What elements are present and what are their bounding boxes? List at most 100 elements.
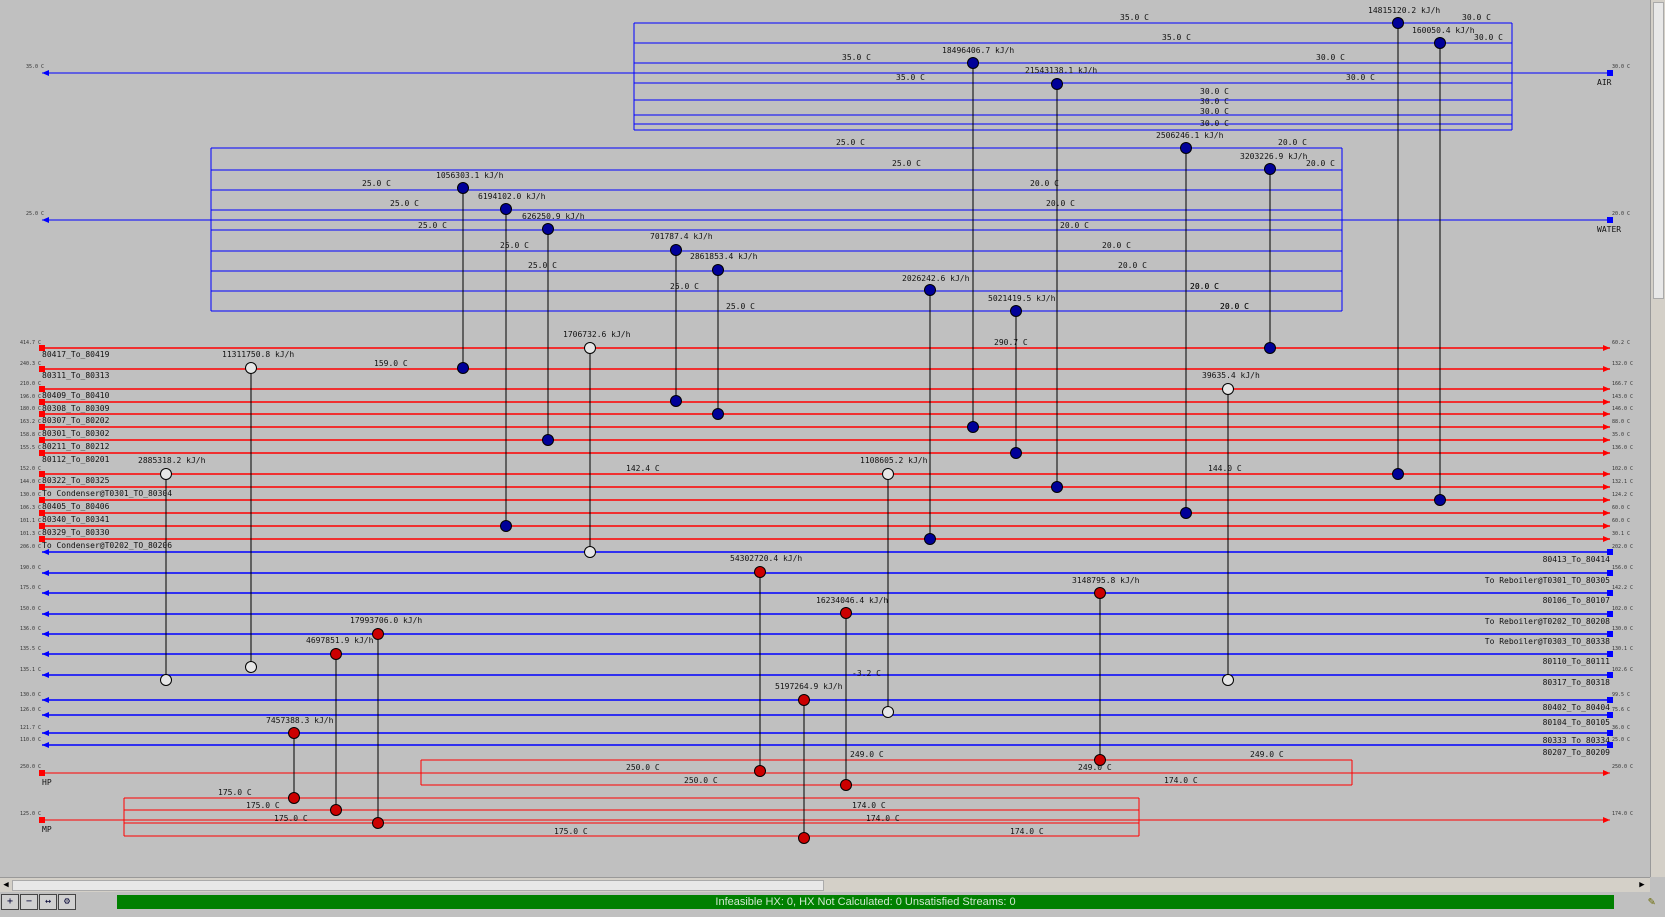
settings-button[interactable]: ⚙ xyxy=(58,894,76,910)
exchanger-node[interactable] xyxy=(1392,468,1404,480)
exchanger-node[interactable] xyxy=(1094,754,1106,766)
stream-left-temp: 144.0 C xyxy=(20,479,41,485)
vertical-scrollbar[interactable] xyxy=(1650,0,1665,877)
stream-right-temp: 136.0 C xyxy=(1612,445,1633,451)
exchanger-node[interactable] xyxy=(1392,17,1404,29)
exchanger-node[interactable] xyxy=(245,362,257,374)
air-branch-temp: 30.0 C xyxy=(1462,13,1491,22)
exchanger-node[interactable] xyxy=(840,607,852,619)
scroll-right-icon[interactable]: ▶ xyxy=(1639,880,1645,890)
hp-branch-temp: 250.0 C xyxy=(684,776,718,785)
exchanger-node[interactable] xyxy=(372,628,384,640)
cold-stream-name: 80106_To_80107 xyxy=(1543,596,1611,605)
horizontal-scrollbar[interactable]: ◀ ▶ xyxy=(0,877,1650,892)
fit-view-button[interactable]: ↔ xyxy=(39,894,57,910)
water-branch-temp: 20.0 C xyxy=(1190,282,1219,291)
arrow-icon xyxy=(42,611,49,617)
mp-branch-temp: 174.0 C xyxy=(1164,776,1198,785)
exchanger-node[interactable] xyxy=(1264,342,1276,354)
stream-left-temp: 175.0 C xyxy=(20,585,41,591)
exchanger-node[interactable] xyxy=(1010,305,1022,317)
exchanger-node[interactable] xyxy=(670,395,682,407)
exchanger-node[interactable] xyxy=(1434,37,1446,49)
water-branch-temp: 20.0 C xyxy=(1220,302,1249,311)
arrow-icon xyxy=(1603,424,1610,430)
mp-branch-temp: 174.0 C xyxy=(1010,827,1044,836)
exchanger-node[interactable] xyxy=(1264,163,1276,175)
exchanger-node[interactable] xyxy=(1222,383,1234,395)
exchanger-node[interactable] xyxy=(1094,587,1106,599)
exchanger-node[interactable] xyxy=(1010,447,1022,459)
exchanger-node[interactable] xyxy=(457,182,469,194)
vertical-scroll-thumb[interactable] xyxy=(1653,2,1664,299)
exchanger-node[interactable] xyxy=(1434,494,1446,506)
air-branch-temp: 35.0 C xyxy=(896,73,925,82)
cold-stream-name: 80317_To_80318 xyxy=(1543,678,1611,687)
exchanger-node[interactable] xyxy=(1051,78,1063,90)
mp-branch-temp: 174.0 C xyxy=(852,801,886,810)
exchanger-node[interactable] xyxy=(924,533,936,545)
exchanger-node[interactable] xyxy=(288,792,300,804)
exchanger-node[interactable] xyxy=(542,223,554,235)
exchanger-node[interactable] xyxy=(882,706,894,718)
utility-left-temp: 125.0 C xyxy=(20,811,41,817)
utility-name: AIR xyxy=(1597,78,1612,87)
stream-right-temp: 99.5 C xyxy=(1612,692,1630,698)
exchanger-node[interactable] xyxy=(670,244,682,256)
exchanger-node[interactable] xyxy=(754,765,766,777)
arrow-icon xyxy=(1603,510,1610,516)
exchanger-node[interactable] xyxy=(840,779,852,791)
horizontal-scroll-thumb[interactable] xyxy=(12,880,824,891)
zoom-in-button[interactable]: + xyxy=(1,894,19,910)
air-branch-temp: 35.0 C xyxy=(842,53,871,62)
exchanger-node[interactable] xyxy=(584,546,596,558)
exchanger-node[interactable] xyxy=(500,203,512,215)
exchanger-node[interactable] xyxy=(1222,674,1234,686)
air-branch-temp: 30.0 C xyxy=(1200,107,1229,116)
exchanger-node[interactable] xyxy=(798,694,810,706)
arrow-icon xyxy=(42,590,49,596)
exchanger-node[interactable] xyxy=(712,264,724,276)
cold-stream-name: 80402_To_80404 xyxy=(1543,703,1611,712)
hot-stream-name: To Condenser@T0301_TO_80304 xyxy=(42,489,172,498)
exchanger-node[interactable] xyxy=(1051,481,1063,493)
pencil-icon[interactable]: ✎ xyxy=(1648,894,1656,908)
utility-left-temp: 25.0 C xyxy=(26,211,44,217)
exchanger-node[interactable] xyxy=(882,468,894,480)
stream-right-temp: 36.0 C xyxy=(1612,725,1630,731)
stream-right-temp: 30.1 C xyxy=(1612,531,1630,537)
exchanger-node[interactable] xyxy=(330,648,342,660)
exchanger-duty: 5021419.5 kJ/h xyxy=(988,294,1056,303)
water-branch-temp: 25.0 C xyxy=(418,221,447,230)
exchanger-node[interactable] xyxy=(160,674,172,686)
water-branch-temp: 20.0 C xyxy=(1306,159,1335,168)
exchanger-node[interactable] xyxy=(160,468,172,480)
exchanger-node[interactable] xyxy=(288,727,300,739)
exchanger-node[interactable] xyxy=(1180,142,1192,154)
arrow-icon xyxy=(42,697,49,703)
exchanger-node[interactable] xyxy=(967,57,979,69)
exchanger-node[interactable] xyxy=(1180,507,1192,519)
mp-branch-temp: 174.0 C xyxy=(866,814,900,823)
exchanger-node[interactable] xyxy=(967,421,979,433)
exchanger-node[interactable] xyxy=(372,817,384,829)
zoom-out-button[interactable]: − xyxy=(20,894,38,910)
exchanger-node[interactable] xyxy=(542,434,554,446)
exchanger-node[interactable] xyxy=(798,832,810,844)
exchanger-node[interactable] xyxy=(245,661,257,673)
exchanger-node[interactable] xyxy=(584,342,596,354)
utility-name: HP xyxy=(42,778,52,787)
exchanger-node[interactable] xyxy=(330,804,342,816)
exchanger-node[interactable] xyxy=(500,520,512,532)
stream-right-temp: 156.0 C xyxy=(1612,565,1633,571)
stream-right-temp: 130.1 C xyxy=(1612,646,1633,652)
hot-stream-name: 80301_To_80302 xyxy=(42,429,110,438)
stream-temp-label: 159.0 C xyxy=(374,359,408,368)
arrow-icon xyxy=(1603,536,1610,542)
exchanger-node[interactable] xyxy=(754,566,766,578)
exchanger-node[interactable] xyxy=(457,362,469,374)
scroll-left-icon[interactable]: ◀ xyxy=(3,880,9,890)
exchanger-node[interactable] xyxy=(712,408,724,420)
exchanger-node[interactable] xyxy=(924,284,936,296)
